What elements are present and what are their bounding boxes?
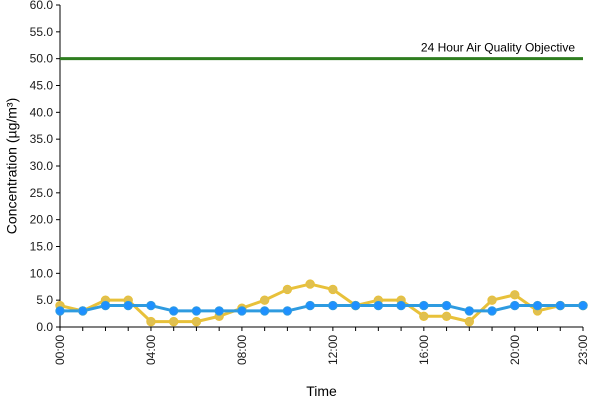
x-tick-label: 04:00: [144, 335, 158, 365]
series-1-line: [59, 282, 583, 324]
series-1-point: [510, 290, 520, 300]
series-layer: [55, 279, 588, 327]
x-tick-label: 23:00: [576, 335, 590, 365]
y-tick-label: 60.0: [30, 0, 54, 12]
y-tick-label: 45.0: [30, 79, 54, 93]
series-2-point: [282, 306, 293, 316]
series-2-point: [259, 306, 270, 316]
y-axis-title: Concentration (µg/m³): [4, 98, 20, 234]
y-tick-label: 20.0: [30, 213, 54, 227]
x-tick-label: 16:00: [417, 335, 431, 365]
series-1-point: [328, 284, 338, 295]
series-1-point: [259, 295, 270, 305]
y-tick-label: 50.0: [30, 52, 54, 66]
series-2-point: [532, 300, 543, 311]
x-tick-label: 08:00: [235, 335, 249, 365]
series-2-point: [146, 300, 156, 311]
series-2-point: [373, 300, 384, 311]
series-2-point: [237, 306, 247, 316]
series-2-point: [578, 300, 588, 311]
series-2-point: [305, 300, 315, 311]
y-axis-ticks: 0.0 5.0 10.0 15.0 20.0 25.0 30.0 35.0 40.0 45.0 50…: [30, 0, 60, 334]
series-1-point: [487, 295, 497, 305]
x-axis-ticks: 00:00 04:00 08:00 12:00 16:00 20:00 23:00: [53, 327, 590, 365]
y-tick-label: 25.0: [30, 186, 54, 200]
x-tick-label: 20:00: [508, 335, 522, 365]
series-2-point: [214, 306, 224, 316]
series-2-point: [510, 300, 520, 311]
series-2-point: [328, 300, 338, 311]
series-2-point: [441, 300, 452, 311]
series-1-point: [146, 316, 156, 327]
series-2-point: [191, 306, 202, 316]
y-tick-label: 5.0: [36, 293, 53, 307]
series-2-point: [555, 300, 565, 311]
series-1-point: [168, 316, 179, 327]
x-tick-label: 12:00: [326, 335, 340, 365]
series-2-point: [78, 306, 88, 316]
series-1-point: [441, 311, 452, 321]
series-2-point: [350, 300, 361, 311]
y-tick-label: 0.0: [36, 320, 53, 334]
series-1-point: [419, 311, 429, 321]
series-2-point: [55, 306, 65, 316]
series-1-point: [305, 279, 315, 289]
series-1-point: [191, 316, 202, 327]
y-tick-label: 30.0: [30, 159, 54, 173]
reference-line-group: 24 Hour Air Quality Objective: [60, 41, 583, 61]
series-2-point: [487, 306, 497, 316]
x-axis-title: Time: [306, 383, 337, 399]
series-2-point: [123, 300, 133, 311]
y-tick-label: 40.0: [30, 105, 54, 119]
series-2-point: [168, 306, 179, 316]
series-2-point: [396, 300, 406, 311]
series-1-point: [464, 316, 475, 327]
air-quality-objective-label: 24 Hour Air Quality Objective: [421, 41, 575, 55]
series-2-point: [419, 300, 429, 311]
series-2-point: [100, 300, 111, 311]
y-tick-label: 55.0: [30, 25, 54, 39]
series-2-point: [464, 306, 475, 316]
series-1-point: [282, 284, 293, 295]
y-tick-label: 35.0: [30, 132, 54, 146]
y-tick-label: 10.0: [30, 266, 54, 280]
x-tick-label: 00:00: [53, 335, 67, 365]
y-tick-label: 15.0: [30, 240, 54, 254]
